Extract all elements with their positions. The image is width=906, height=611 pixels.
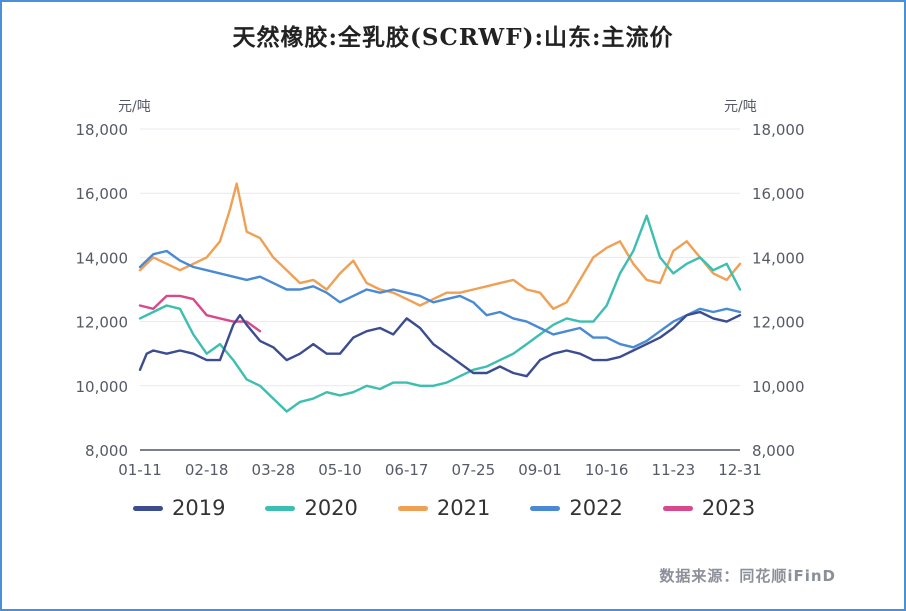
series-line-2019 (138, 310, 742, 378)
legend-item-2022[interactable]: 2022 (530, 496, 623, 520)
legend-item-2023[interactable]: 2023 (662, 496, 756, 520)
x-tick-label: 03-28 (252, 461, 296, 479)
x-tick-label: 05-10 (318, 461, 362, 479)
legend-label: 2022 (569, 496, 623, 520)
legend-label: 2021 (436, 496, 491, 520)
legend-swatch (265, 505, 296, 511)
series-line-2023 (138, 294, 262, 333)
y-tick-left: 10,000 (76, 378, 129, 396)
legend-swatch (662, 505, 693, 511)
x-tick-label: 10-16 (585, 461, 629, 479)
y-tick-right: 16,000 (752, 185, 805, 203)
y-tick-left: 16,000 (76, 185, 129, 203)
chart-title: 天然橡胶:全乳胶(SCRWF):山东:主流价 (232, 24, 674, 51)
legend-label: 2020 (304, 496, 358, 520)
y-tick-left: 18,000 (76, 121, 129, 139)
legend-label: 2019 (172, 496, 226, 520)
legend: 2019 2020 2021 2022 2023 (133, 496, 795, 520)
x-tick-label: 12-31 (718, 461, 762, 479)
left-axis-unit: 元/吨 (118, 99, 151, 115)
data-source: 数据来源：同花顺iFinD (659, 567, 836, 585)
y-tick-right: 8,000 (752, 442, 795, 460)
x-tick-label: 07-25 (452, 461, 496, 479)
x-tick-label: 09-01 (518, 461, 562, 479)
y-tick-right: 12,000 (752, 314, 805, 332)
y-tick-right: 14,000 (752, 249, 805, 267)
series-line-2021 (138, 182, 742, 310)
legend-swatch (397, 505, 428, 511)
x-tick-label: 06-17 (385, 461, 429, 479)
right-axis-unit: 元/吨 (724, 99, 757, 115)
grid-lines (140, 128, 740, 387)
y-tick-right: 10,000 (752, 378, 805, 396)
series-lines (138, 182, 742, 413)
series-line-2020 (138, 214, 742, 413)
y-tick-right: 18,000 (752, 121, 805, 139)
x-tick-label: 02-18 (185, 461, 229, 479)
y-tick-left: 8,000 (85, 442, 128, 460)
legend-item-2020[interactable]: 2020 (265, 496, 358, 520)
legend-swatch (530, 505, 561, 511)
legend-label: 2023 (701, 496, 756, 520)
x-tick-label: 01-11 (118, 461, 162, 479)
series-line-2022 (138, 249, 742, 349)
legend-item-2019[interactable]: 2019 (133, 496, 225, 520)
legend-swatch (133, 505, 163, 511)
legend-item-2021[interactable]: 2021 (397, 496, 491, 520)
y-tick-left: 14,000 (76, 249, 129, 267)
x-tick-label: 11-23 (652, 461, 696, 479)
y-tick-left: 12,000 (76, 314, 129, 332)
axes: 8,000 8,000 10,000 10,000 12,000 12,000 14,000… (76, 121, 805, 479)
